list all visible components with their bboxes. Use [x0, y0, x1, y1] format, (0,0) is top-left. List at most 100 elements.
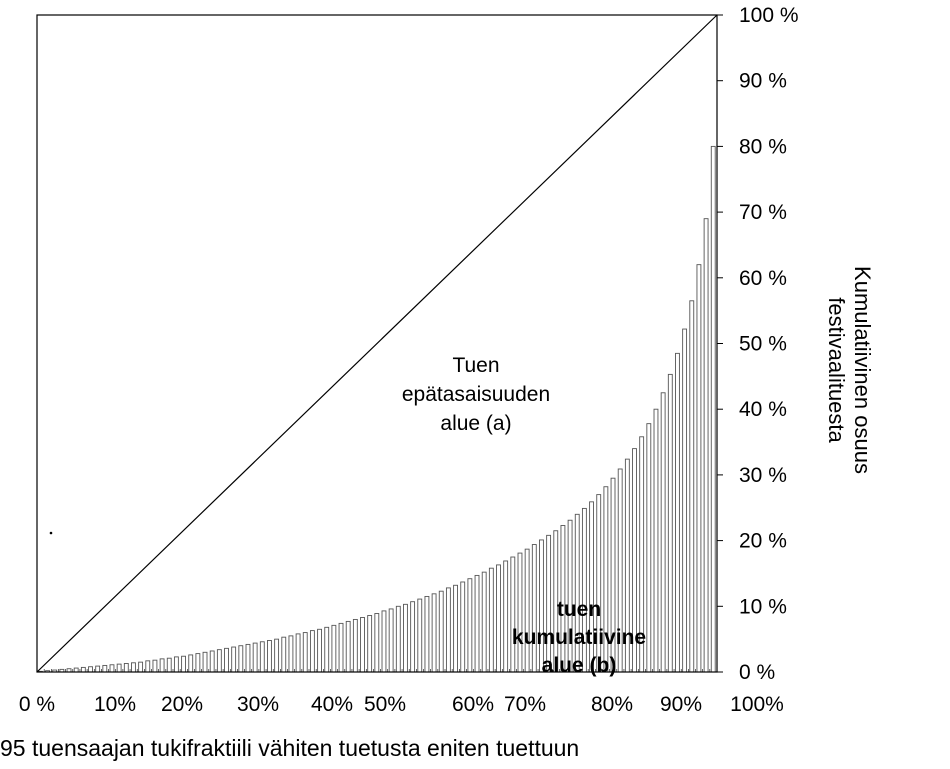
- bar: [510, 556, 516, 673]
- bar: [410, 601, 416, 673]
- bar: [131, 662, 136, 673]
- bars-layer: [37, 145, 716, 673]
- bar: [667, 373, 673, 673]
- bar: [388, 608, 394, 673]
- y-axis-title-line-1: Kumulatiivinen osuus: [850, 266, 875, 474]
- bar: [496, 564, 501, 673]
- bar: [460, 581, 466, 673]
- y-tick-label: 0 %: [739, 661, 775, 684]
- bar: [417, 598, 423, 673]
- bar: [710, 145, 716, 673]
- bar: [295, 633, 301, 673]
- bar: [274, 638, 280, 673]
- bar: [653, 408, 659, 673]
- bar: [431, 593, 437, 673]
- bar: [503, 560, 509, 673]
- bar: [224, 647, 229, 673]
- y-tick-label: 10 %: [739, 595, 787, 618]
- bar: [317, 628, 322, 673]
- bar: [159, 658, 165, 673]
- bar: [531, 544, 537, 673]
- bar: [95, 665, 101, 673]
- y-tick-label: 80 %: [739, 135, 787, 158]
- annotation-line: alue (a): [440, 412, 511, 435]
- bar: [660, 392, 666, 673]
- bar: [445, 587, 451, 673]
- y-tick-label: 70 %: [739, 201, 787, 224]
- x-tick-label: 20%: [161, 693, 203, 716]
- x-tick-label: 10%: [94, 693, 136, 716]
- bar: [109, 664, 115, 673]
- y-tick-label: 60 %: [739, 267, 787, 290]
- bar: [238, 645, 244, 673]
- bar: [267, 640, 272, 673]
- y-tick-label: 40 %: [739, 398, 787, 421]
- y-axis-title-line-2: festivaalituesta: [824, 297, 849, 443]
- x-tick-label: 100%: [730, 693, 784, 716]
- bar: [152, 659, 158, 673]
- bar: [181, 655, 186, 673]
- bar: [252, 642, 258, 673]
- bar: [488, 567, 494, 673]
- bar: [195, 653, 201, 673]
- x-tick-label: 40%: [311, 693, 353, 716]
- bar: [360, 617, 365, 673]
- annotation-line: Tuen: [452, 354, 499, 377]
- bar: [352, 618, 358, 673]
- bar: [209, 650, 215, 673]
- x-tick-label: 50%: [364, 693, 406, 716]
- x-axis-title: 95 tuensaajan tukifraktiili vähiten tuet…: [0, 735, 580, 761]
- bar: [345, 620, 351, 673]
- bar: [403, 603, 408, 673]
- x-tick-label: 60%: [452, 693, 494, 716]
- bar: [424, 595, 430, 673]
- bar: [703, 218, 709, 673]
- annotations: Tuen epätasaisuuden alue (a) tuen kumulatiiv…: [49, 354, 646, 677]
- x-tick-label: 70%: [504, 693, 546, 716]
- y-tick-label: 100 %: [739, 4, 799, 27]
- annotation-line: epätasaisuuden: [402, 383, 550, 406]
- bar: [324, 626, 330, 673]
- bar: [524, 548, 530, 673]
- y-tick-label: 50 %: [739, 333, 787, 356]
- bar: [80, 666, 86, 673]
- bar: [367, 615, 373, 673]
- bar: [646, 423, 652, 673]
- bar: [88, 666, 93, 673]
- y-tick-label: 90 %: [739, 70, 787, 93]
- bar: [202, 651, 208, 673]
- x-tick-label: 80%: [591, 693, 633, 716]
- x-tick-label: 30%: [237, 693, 279, 716]
- stray-point: [49, 531, 53, 535]
- y-tick-label: 30 %: [739, 464, 787, 487]
- bar: [567, 519, 573, 673]
- bar: [102, 664, 108, 673]
- annotation-line: kumulatiivine: [512, 626, 646, 649]
- bar: [374, 613, 380, 673]
- bar: [696, 264, 702, 673]
- bar: [216, 649, 222, 673]
- bar: [539, 539, 544, 673]
- bar: [395, 605, 401, 673]
- bar: [381, 610, 387, 673]
- bar: [259, 641, 265, 673]
- y-axis-title: Kumulatiivinen osuus festivaalituesta: [824, 230, 950, 474]
- bar: [682, 328, 688, 673]
- bar: [116, 663, 122, 673]
- bar: [188, 654, 194, 673]
- x-axis: 0 % 10% 20% 30% 40% 50% 60% 70% 80% 90% 100%: [19, 669, 784, 716]
- bar: [438, 590, 444, 673]
- bar: [467, 578, 473, 673]
- bar: [546, 534, 552, 673]
- bar: [123, 663, 129, 673]
- bar: [302, 632, 308, 673]
- equality-line: [36, 14, 718, 673]
- bar: [166, 657, 172, 673]
- bar: [338, 622, 344, 673]
- bar: [281, 636, 287, 673]
- x-tick-label: 90%: [660, 693, 702, 716]
- bar: [145, 660, 151, 673]
- bar: [309, 630, 315, 673]
- annotation-line: alue (b): [542, 654, 617, 677]
- annotation-line: tuen: [557, 598, 601, 621]
